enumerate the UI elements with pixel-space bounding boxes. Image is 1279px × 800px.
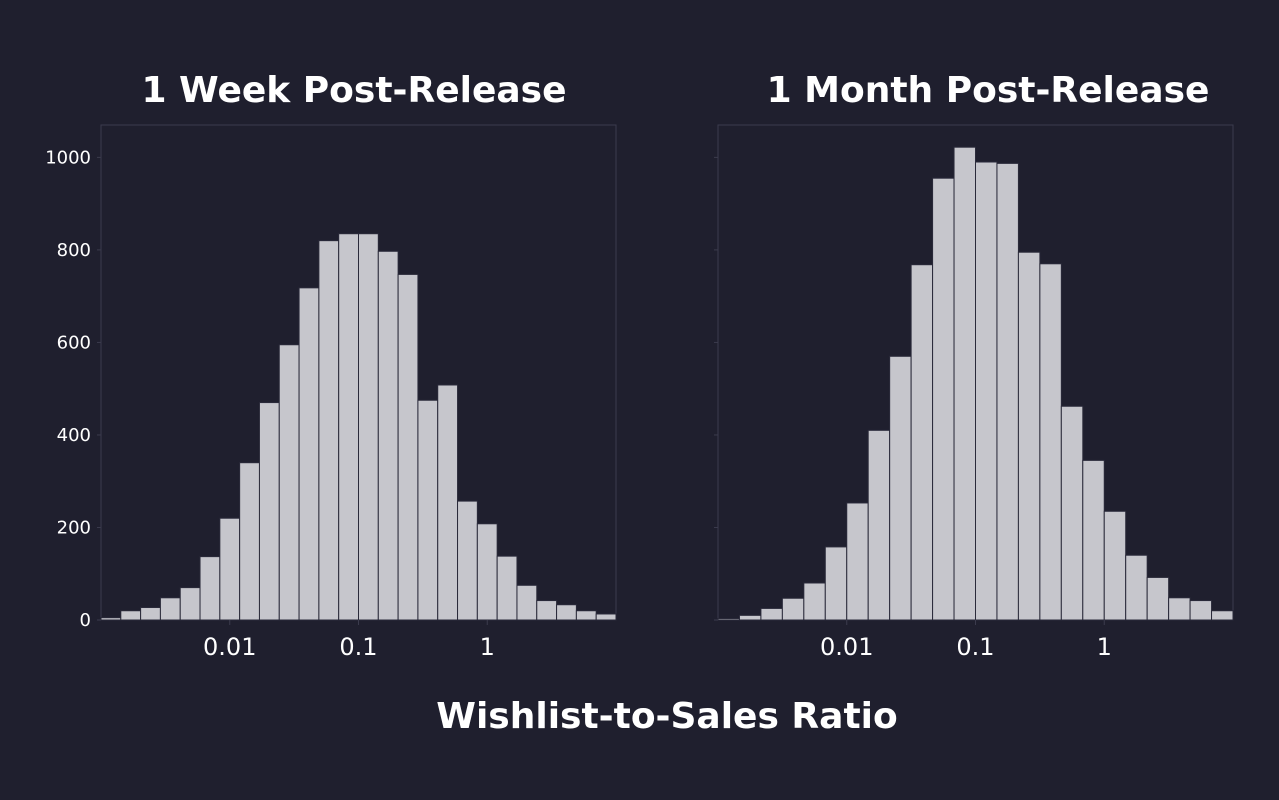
histogram-bar bbox=[298, 287, 320, 621]
panel-title: 1 Week Post-Release bbox=[141, 70, 566, 111]
histogram-bar bbox=[738, 614, 762, 621]
panel-title: 1 Month Post-Release bbox=[767, 70, 1210, 111]
panel-2: 1 Month Post-Release 0.01 0.1 1 bbox=[714, 70, 1234, 661]
histogram-bar bbox=[953, 146, 977, 621]
shared-x-axis-label: Wishlist-to-Sales Ratio bbox=[436, 696, 897, 737]
x-tick-label: 1 bbox=[480, 633, 495, 661]
histogram-bar bbox=[846, 502, 869, 621]
histogram-bar bbox=[397, 273, 419, 621]
histogram-bar bbox=[1168, 597, 1191, 621]
histogram-bar bbox=[457, 500, 478, 621]
histogram-bar bbox=[556, 604, 577, 621]
histogram-bar bbox=[975, 161, 998, 621]
y-tick-label: 800 bbox=[57, 240, 91, 261]
panel-1: 1 Week Post-Release 0 200 400 600 800 1000 0.01… bbox=[45, 70, 617, 661]
histogram-bar bbox=[199, 556, 221, 621]
histogram-bar bbox=[889, 355, 912, 621]
histogram-bar bbox=[318, 240, 340, 621]
y-tick-label: 200 bbox=[57, 517, 91, 538]
histogram-bar bbox=[437, 384, 459, 621]
histogram-bar bbox=[1189, 600, 1213, 621]
histogram-bar bbox=[803, 582, 826, 621]
histogram-bar bbox=[1103, 510, 1127, 621]
histogram-bar bbox=[417, 399, 439, 621]
histogram-bar bbox=[1146, 576, 1170, 621]
y-tick-label: 0 bbox=[80, 610, 91, 631]
histogram-bar bbox=[1125, 554, 1148, 621]
histogram-bar bbox=[239, 462, 260, 621]
histogram-bar bbox=[496, 555, 518, 621]
y-tick-label: 1000 bbox=[45, 147, 91, 168]
histogram-bar bbox=[159, 597, 181, 621]
x-tick-label: 0.1 bbox=[956, 633, 994, 661]
x-tick-label: 0.01 bbox=[203, 633, 256, 661]
histogram-bar bbox=[516, 584, 538, 621]
y-tick-label: 400 bbox=[57, 425, 91, 446]
histogram-bar bbox=[717, 618, 740, 621]
histogram-bar bbox=[595, 613, 617, 621]
histogram-bar bbox=[910, 264, 934, 621]
histogram-bar bbox=[575, 610, 597, 621]
histogram-bar bbox=[781, 597, 805, 621]
x-tick-label: 0.01 bbox=[820, 633, 873, 661]
histogram-bar bbox=[219, 517, 241, 621]
histogram-bar bbox=[179, 587, 201, 621]
y-tick-label: 600 bbox=[57, 332, 91, 353]
histogram-bar bbox=[100, 617, 122, 621]
histogram-bar bbox=[338, 233, 360, 621]
histogram-bar bbox=[140, 607, 161, 621]
histogram-bar bbox=[258, 402, 280, 621]
histogram-bar bbox=[1082, 459, 1105, 621]
histogram-bar bbox=[1060, 405, 1084, 621]
histogram-bar bbox=[760, 607, 783, 621]
histogram-bar bbox=[358, 233, 379, 621]
histogram-bar bbox=[536, 600, 558, 621]
x-tick-label: 1 bbox=[1097, 633, 1112, 661]
histogram-bar bbox=[824, 546, 848, 621]
x-tick-label: 0.1 bbox=[339, 633, 377, 661]
histogram-bar bbox=[867, 429, 891, 621]
histogram-bar bbox=[996, 162, 1019, 621]
histogram-bar bbox=[1017, 251, 1041, 621]
histogram-bar bbox=[278, 344, 300, 621]
histogram-bar bbox=[377, 250, 399, 621]
histogram-bar bbox=[932, 177, 955, 621]
histogram-bar bbox=[1039, 263, 1062, 621]
histogram-bar bbox=[1211, 610, 1234, 621]
histogram-bar bbox=[120, 610, 142, 621]
histogram-bar bbox=[476, 523, 498, 621]
